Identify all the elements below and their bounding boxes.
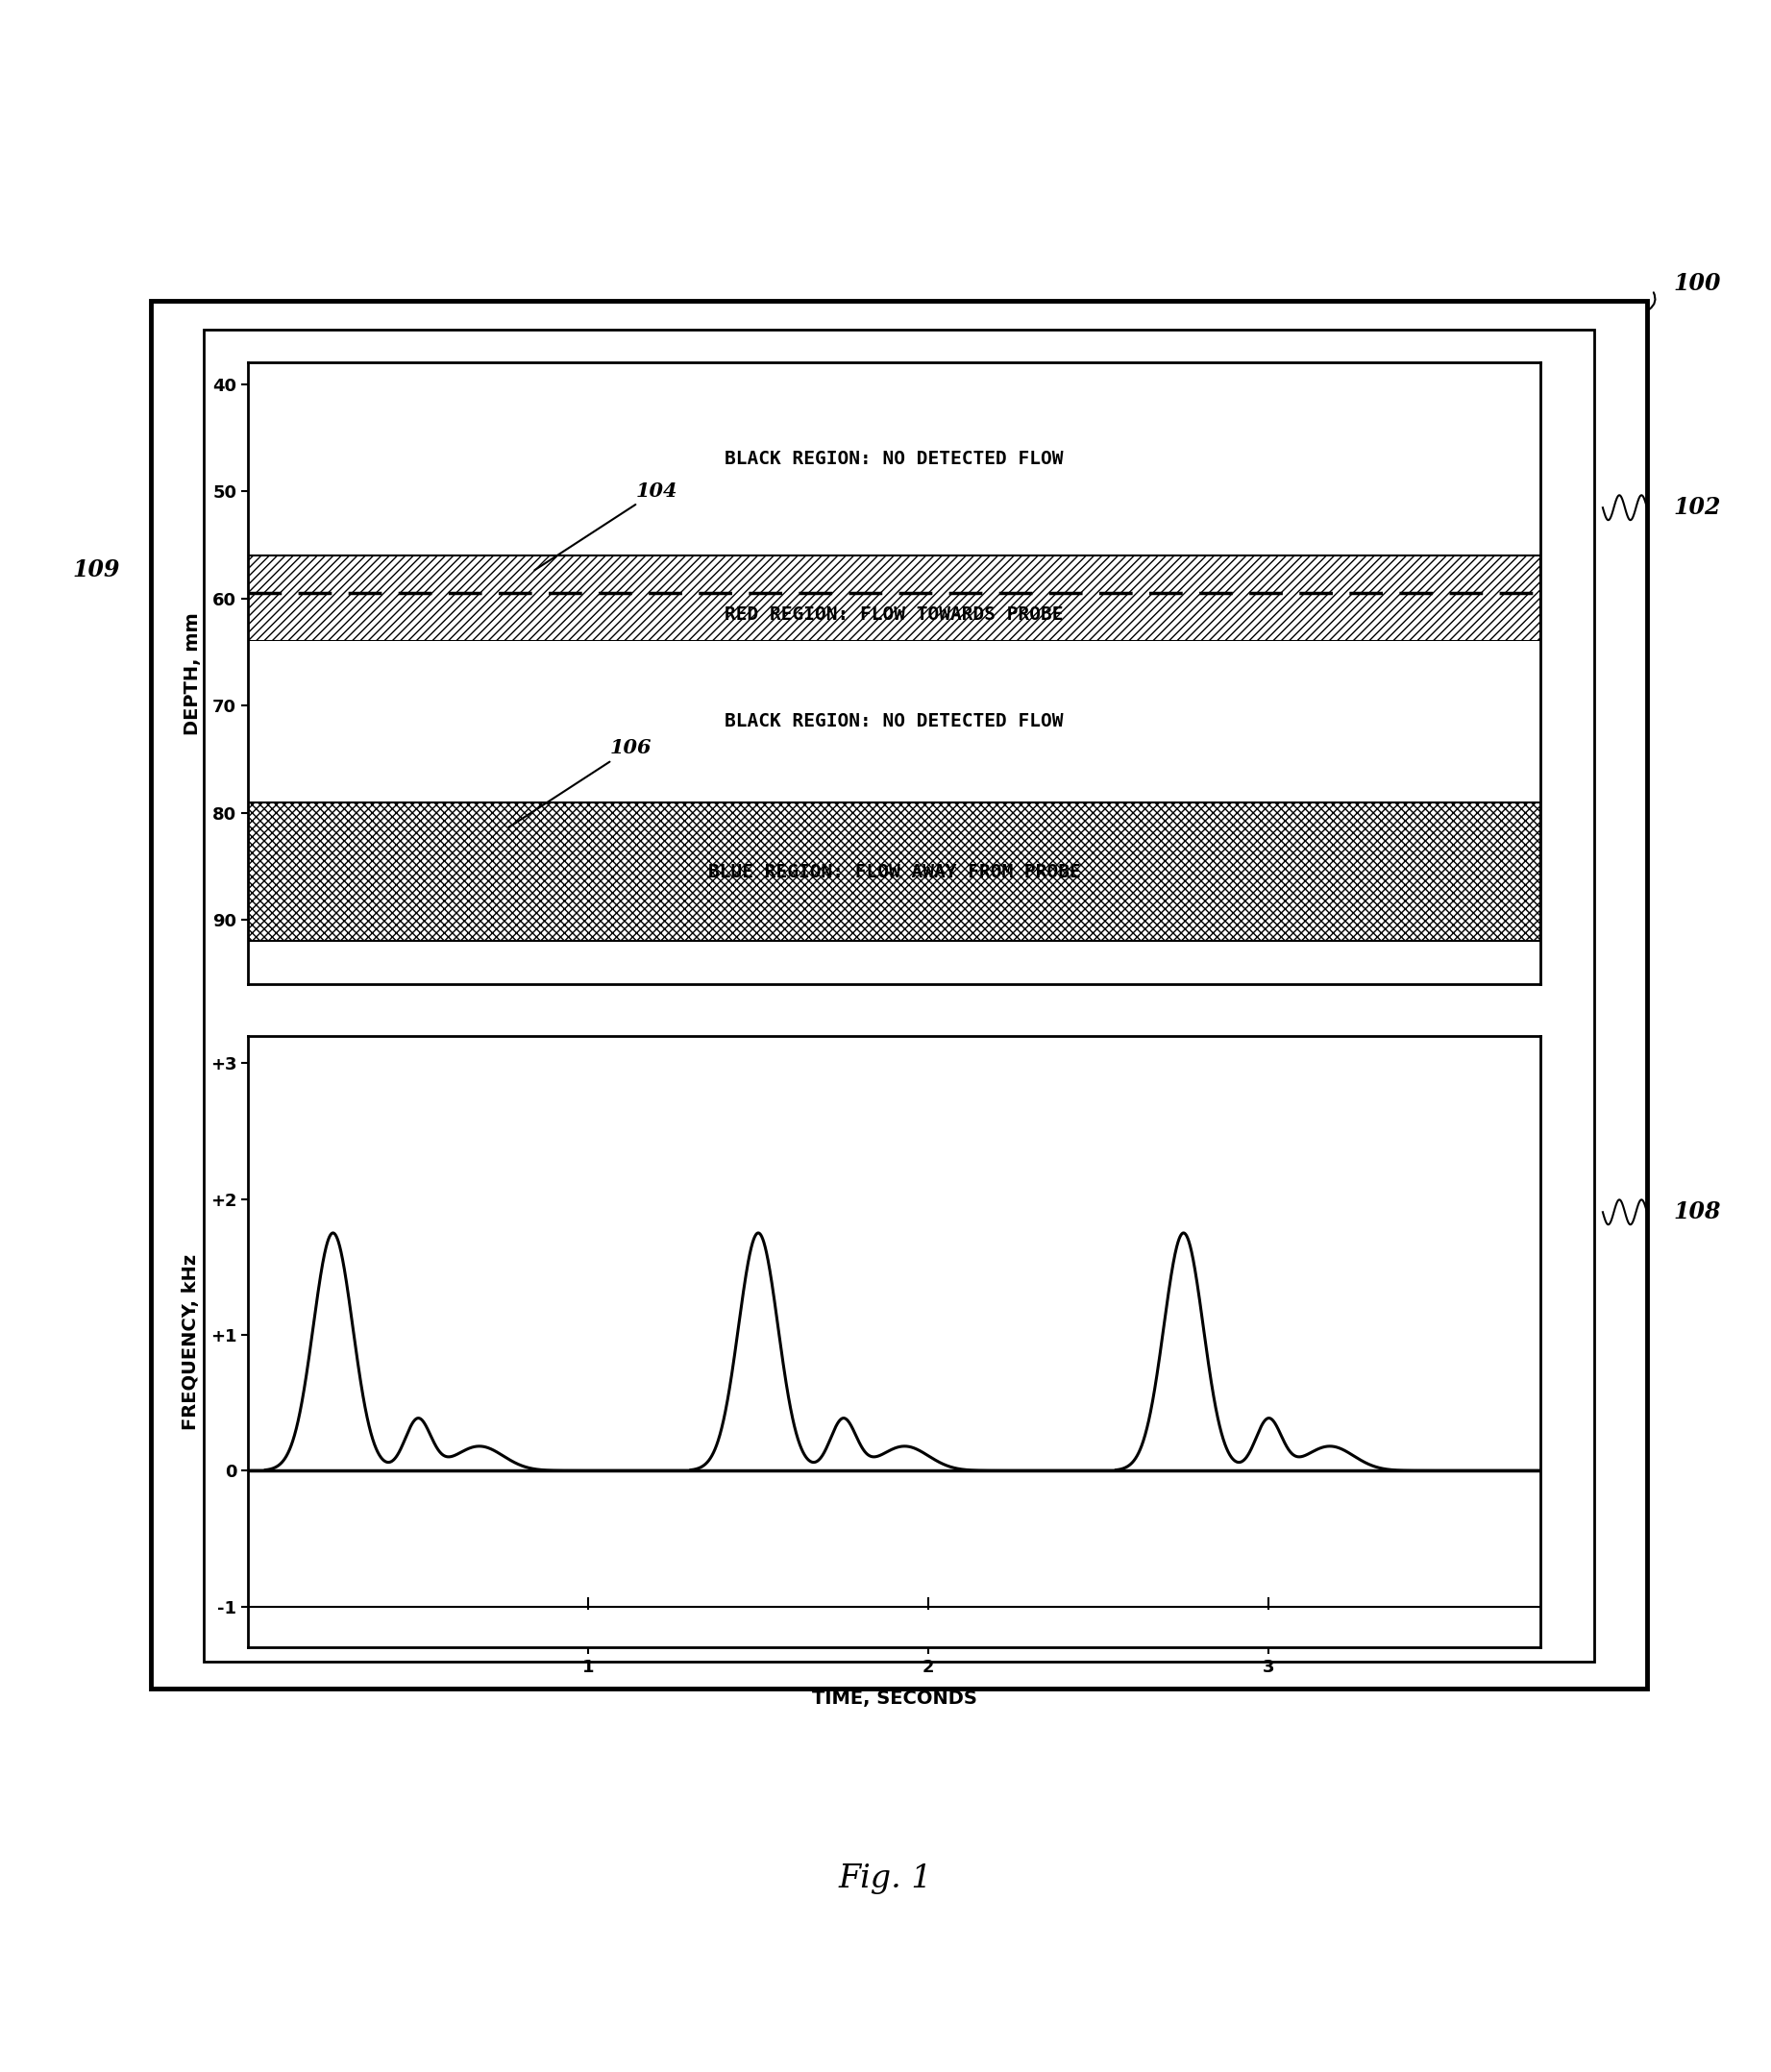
Bar	[248, 363, 1541, 555]
Text: 104: 104	[535, 481, 678, 570]
Text: BLACK REGION: NO DETECTED FLOW: BLACK REGION: NO DETECTED FLOW	[724, 713, 1064, 731]
Text: BLACK REGION: NO DETECTED FLOW: BLACK REGION: NO DETECTED FLOW	[724, 450, 1064, 468]
Y-axis label: FREQUENCY, kHz: FREQUENCY, kHz	[181, 1254, 200, 1430]
Bar	[248, 640, 1541, 802]
Text: 106: 106	[508, 738, 652, 827]
Text: Fig. 1: Fig. 1	[839, 1865, 932, 1894]
Text: 109: 109	[73, 557, 120, 582]
Text: 102: 102	[1674, 495, 1721, 520]
Text: 108: 108	[1674, 1200, 1721, 1225]
Bar	[248, 555, 1541, 640]
Text: BLUE REGION: FLOW AWAY FROM PROBE: BLUE REGION: FLOW AWAY FROM PROBE	[708, 862, 1080, 881]
FancyArrowPatch shape	[1649, 292, 1656, 309]
Bar	[248, 802, 1541, 941]
X-axis label: TIME, SECONDS: TIME, SECONDS	[811, 1689, 978, 1707]
Y-axis label: DEPTH, mm: DEPTH, mm	[184, 611, 202, 736]
Text: 100: 100	[1674, 271, 1721, 296]
Text: RED REGION: FLOW TOWARDS PROBE: RED REGION: FLOW TOWARDS PROBE	[724, 605, 1064, 624]
